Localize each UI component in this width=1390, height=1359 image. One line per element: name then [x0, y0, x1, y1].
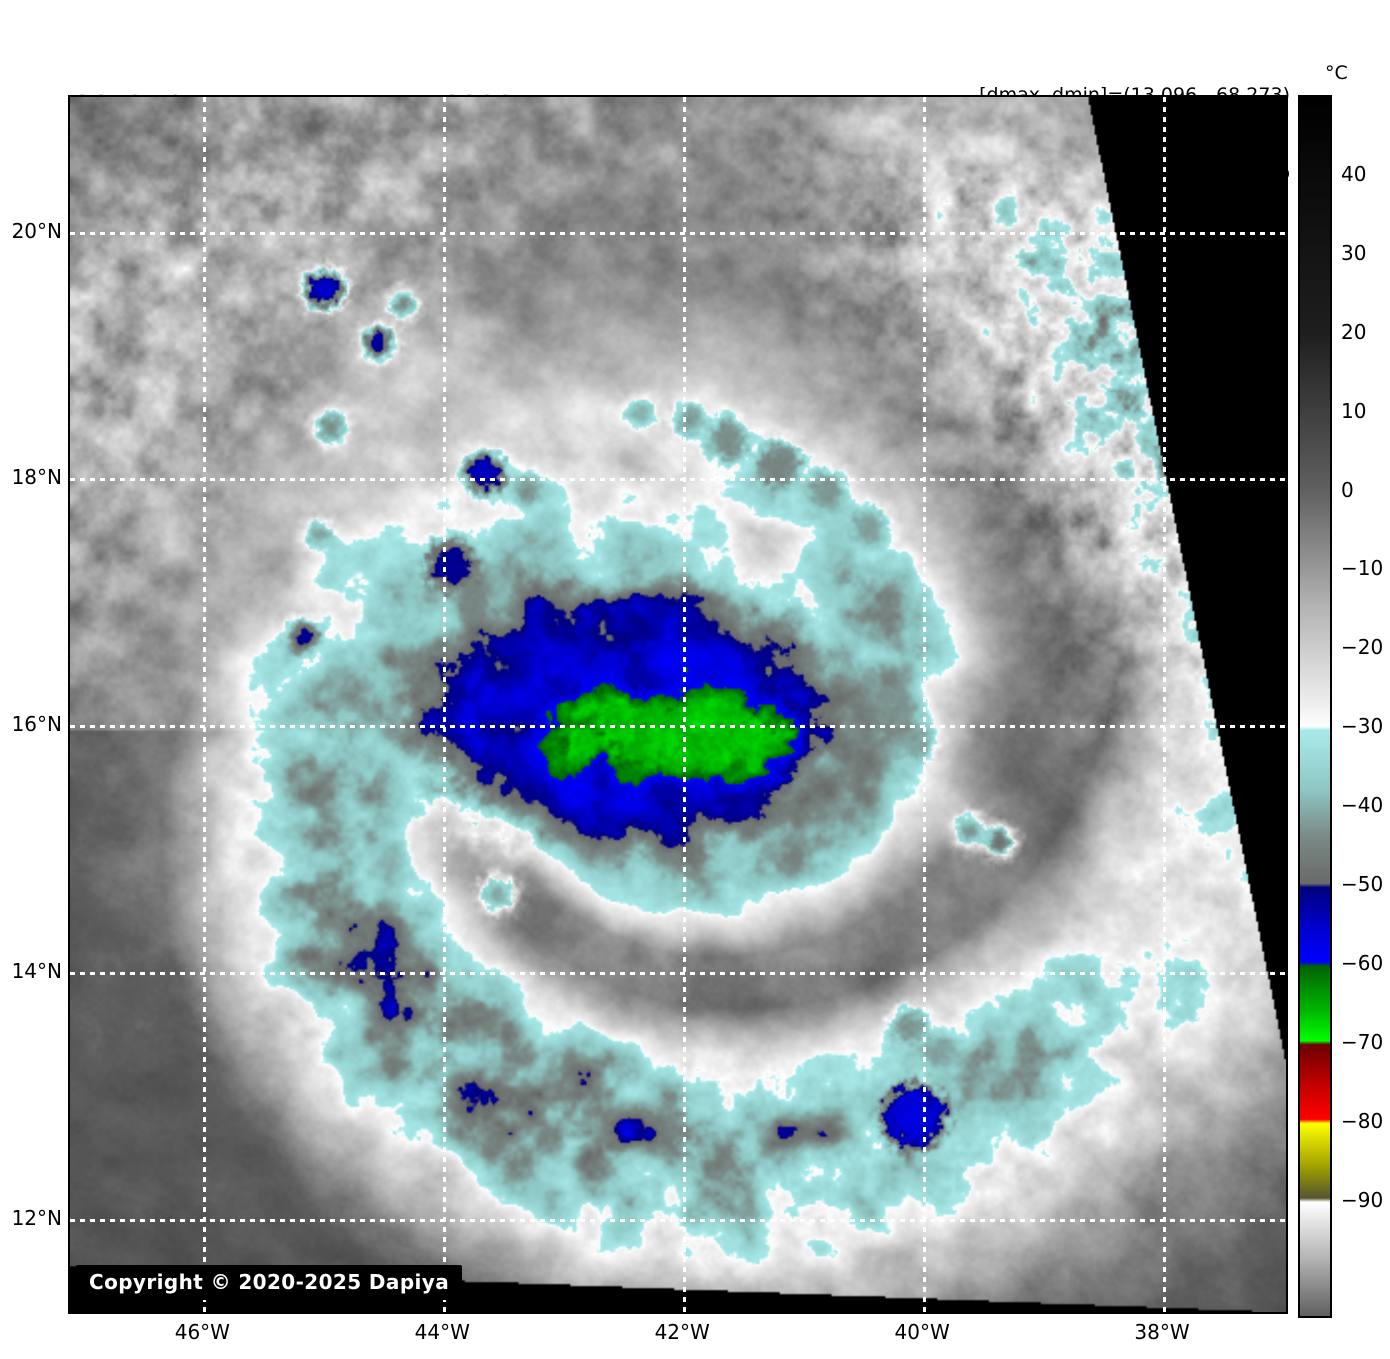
longitude-tick-label: 38°W	[1134, 1320, 1190, 1344]
colorbar-tick-label: 40	[1341, 161, 1367, 186]
satellite-plot-area[interactable]: Copyright © 2020-2025 Dapiya	[68, 95, 1288, 1314]
colorbar-tick-label: 10	[1341, 398, 1367, 423]
latitude-tick-label: 20°N	[11, 218, 62, 243]
colorbar-tick-label: −50	[1341, 872, 1384, 897]
latitude-tick-label: 18°N	[11, 465, 62, 490]
colorbar-tick-label: −90	[1341, 1187, 1384, 1212]
colorbar-tick-label: 30	[1341, 240, 1367, 265]
copyright-notice: Copyright © 2020-2025 Dapiya	[76, 1265, 463, 1300]
satellite-imagery-canvas	[70, 97, 1286, 1312]
colorbar-tick-label: 20	[1341, 319, 1367, 344]
colorbar-tick-label: −70	[1341, 1029, 1384, 1054]
colorbar-tick-label: −10	[1341, 556, 1384, 581]
colorbar-tick-label: −60	[1341, 950, 1384, 975]
latitude-tick-label: 16°N	[11, 712, 62, 737]
colorbar-tick-label: −30	[1341, 714, 1384, 739]
longitude-tick-label: 42°W	[654, 1320, 710, 1344]
colorbar-tick-label: 0	[1341, 477, 1354, 502]
colorbar-tick-label: −40	[1341, 793, 1384, 818]
latitude-tick-label: 14°N	[11, 959, 62, 983]
longitude-tick-label: 40°W	[894, 1320, 950, 1344]
colorbar[interactable]	[1298, 95, 1332, 1318]
colorbar-tick-label: −20	[1341, 635, 1384, 660]
latitude-tick-label: 12°N	[11, 1205, 62, 1230]
colorbar-gradient	[1300, 97, 1330, 1316]
colorbar-unit-label: °C	[1325, 62, 1348, 84]
colorbar-tick-label: −80	[1341, 1108, 1384, 1133]
longitude-tick-label: 44°W	[414, 1320, 470, 1344]
longitude-tick-label: 46°W	[174, 1320, 230, 1344]
